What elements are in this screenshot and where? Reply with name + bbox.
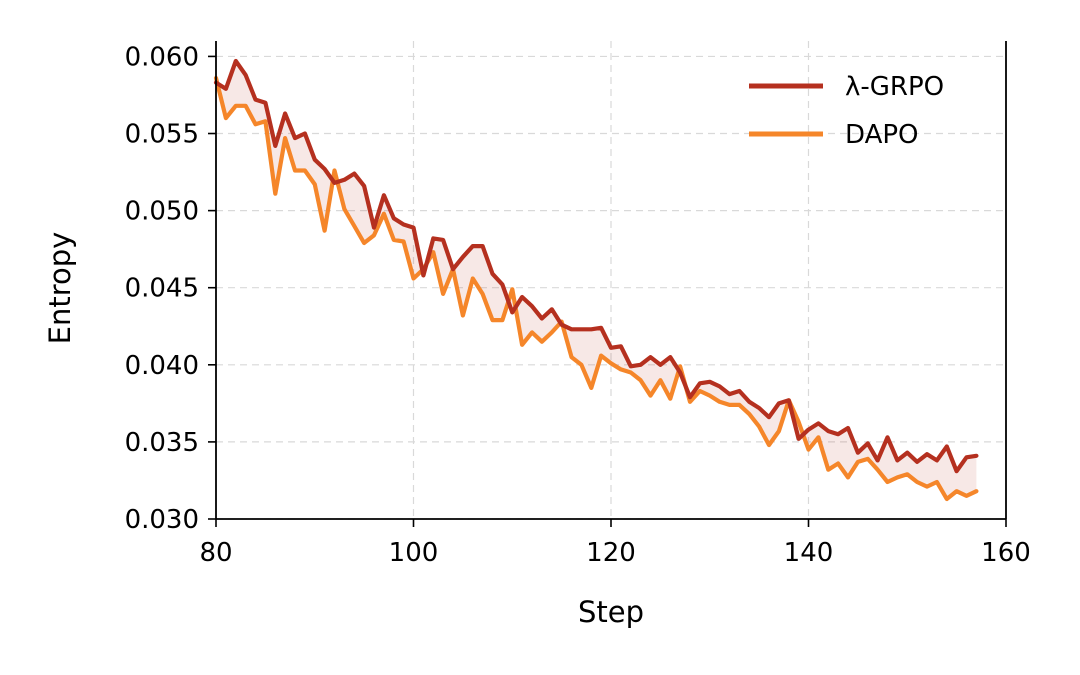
y-tick-label: 0.060	[125, 42, 199, 72]
ticks: 80 100 120 140 160 0.030 0.035 0.040 0.045 0.050 0…	[125, 42, 1031, 568]
y-tick-label: 0.050	[125, 197, 199, 227]
legend-label-lambda-grpo: λ-GRPO	[845, 72, 944, 102]
series-line-lambda-grpo	[213, 58, 979, 474]
legend-label-dapo: DAPO	[845, 120, 919, 150]
series-layer	[213, 58, 979, 502]
x-tick-label: 80	[199, 538, 232, 568]
x-tick-label: 120	[586, 538, 636, 568]
y-tick-label: 0.035	[125, 428, 199, 458]
x-tick-label: 100	[389, 538, 439, 568]
series-line-dapo	[213, 75, 979, 502]
y-axis-title: Entropy	[43, 232, 77, 345]
x-tick-label: 160	[981, 538, 1031, 568]
x-axis-title: Step	[578, 595, 644, 629]
y-tick-label: 0.040	[125, 351, 199, 381]
y-tick-label: 0.030	[125, 505, 199, 535]
legend: λ-GRPO DAPO	[749, 72, 944, 150]
x-tick-label: 140	[784, 538, 834, 568]
y-tick-label: 0.045	[125, 274, 199, 304]
y-tick-label: 0.055	[125, 120, 199, 150]
